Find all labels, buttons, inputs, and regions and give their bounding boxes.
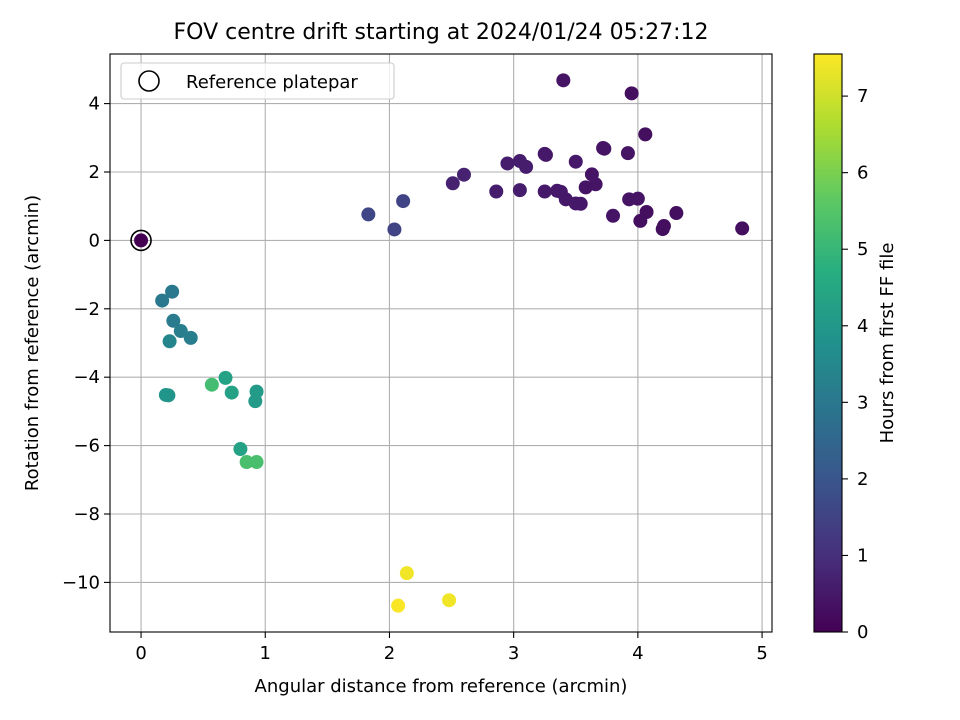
y-tick-label: −2 xyxy=(73,299,100,320)
x-axis-label: Angular distance from reference (arcmin) xyxy=(255,676,628,697)
data-point xyxy=(233,442,248,457)
data-point xyxy=(537,184,552,199)
data-point xyxy=(387,222,402,237)
data-point xyxy=(442,593,457,608)
data-point xyxy=(183,330,198,345)
data-point xyxy=(624,86,639,101)
chart-title: FOV centre drift starting at 2024/01/24 … xyxy=(174,20,709,45)
data-point xyxy=(399,566,414,581)
colorbar-frame xyxy=(813,53,843,633)
data-point xyxy=(500,156,515,171)
data-point xyxy=(633,213,648,228)
data-points xyxy=(134,73,750,613)
colorbar-label: Hours from first FF file xyxy=(877,243,898,444)
reference-platepar-marker xyxy=(130,229,152,252)
data-point xyxy=(538,147,553,162)
y-tick-label: −4 xyxy=(73,367,100,388)
x-tick-label: 1 xyxy=(260,643,271,664)
colorbar-tick-label: 6 xyxy=(857,163,868,184)
data-point xyxy=(204,377,219,392)
legend-box xyxy=(120,62,395,100)
data-point xyxy=(556,73,571,88)
data-point xyxy=(456,167,471,182)
x-tick-label: 3 xyxy=(508,643,519,664)
data-point xyxy=(391,598,406,613)
colorbar-tick-label: 2 xyxy=(857,469,868,490)
data-point xyxy=(620,146,635,161)
data-point xyxy=(519,159,534,174)
x-tick-label: 2 xyxy=(384,643,395,664)
data-point xyxy=(638,127,653,142)
data-point xyxy=(239,455,254,470)
data-point xyxy=(361,207,376,222)
data-point xyxy=(161,388,176,403)
x-tick-label: 0 xyxy=(135,643,146,664)
data-point xyxy=(165,284,180,299)
data-point xyxy=(597,141,612,156)
colorbar-tick-label: 7 xyxy=(857,86,868,107)
y-tick-label: −10 xyxy=(62,572,100,593)
data-point xyxy=(445,176,460,191)
legend: Reference platepar xyxy=(120,62,395,100)
data-point xyxy=(735,221,750,236)
y-tick-label: 0 xyxy=(89,230,100,251)
data-point xyxy=(578,180,593,195)
data-point xyxy=(162,334,177,349)
data-point xyxy=(568,154,583,169)
data-point xyxy=(630,191,645,206)
legend-open-circle-marker xyxy=(138,70,160,92)
data-point xyxy=(218,370,233,385)
colorbar-tick-label: 1 xyxy=(857,545,868,566)
data-point xyxy=(396,194,411,209)
x-axis-ticks: 0 1 2 3 4 5 xyxy=(135,632,768,664)
data-point xyxy=(669,206,684,221)
x-tick-label: 4 xyxy=(632,643,643,664)
data-point xyxy=(656,219,671,234)
data-point xyxy=(606,208,621,223)
data-point xyxy=(134,233,149,248)
reference-marker-group xyxy=(130,229,152,252)
y-tick-label: −8 xyxy=(73,504,100,525)
y-tick-label: 2 xyxy=(89,162,100,183)
data-point xyxy=(489,184,504,199)
x-tick-label: 5 xyxy=(756,643,767,664)
colorbar-tick-label: 3 xyxy=(857,392,868,413)
data-point xyxy=(173,324,188,339)
colorbar-tick-label: 5 xyxy=(857,239,868,260)
data-point xyxy=(512,183,527,198)
colorbar: 0 1 2 3 4 5 6 7 Hours from first FF file xyxy=(813,53,898,643)
data-point xyxy=(248,394,263,409)
plot-frame xyxy=(109,53,773,633)
data-point xyxy=(166,313,181,328)
data-point xyxy=(224,385,239,400)
data-point xyxy=(573,196,588,211)
colorbar-ticks: 0 1 2 3 4 5 6 7 xyxy=(842,86,868,643)
colorbar-tick-label: 4 xyxy=(857,316,868,337)
grid-lines xyxy=(110,54,772,632)
colorbar-tick-label: 0 xyxy=(857,622,868,643)
y-tick-label: 4 xyxy=(89,94,100,115)
y-tick-label: −6 xyxy=(73,436,100,457)
colorbar-gradient xyxy=(814,54,842,632)
y-axis-ticks: 4 2 0 −2 −4 −6 −8 −10 xyxy=(62,94,110,593)
y-axis-label: Rotation from reference (arcmin) xyxy=(22,195,43,491)
data-point xyxy=(249,455,264,470)
legend-label-reference-platepar: Reference platepar xyxy=(186,72,358,93)
data-point xyxy=(155,293,170,308)
